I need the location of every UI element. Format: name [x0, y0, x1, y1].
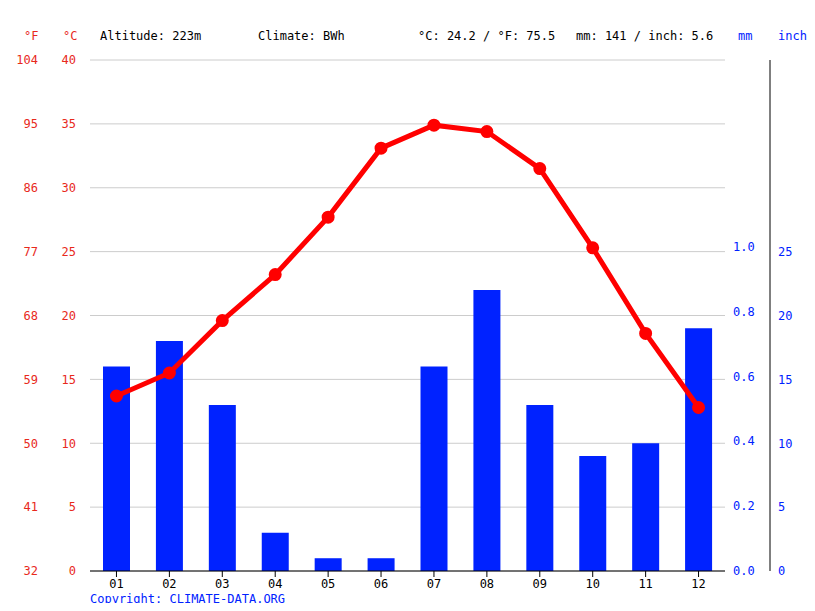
- svg-text:0: 0: [69, 564, 76, 578]
- svg-text:86: 86: [24, 181, 38, 195]
- svg-text:32: 32: [24, 564, 38, 578]
- svg-text:03: 03: [215, 577, 229, 591]
- svg-text:08: 08: [480, 577, 494, 591]
- svg-text:10: 10: [778, 437, 792, 451]
- svg-text:15: 15: [62, 373, 76, 387]
- html-text:inch: inch: [778, 29, 807, 43]
- svg-text:104: 104: [16, 53, 38, 67]
- svg-text:40: 40: [62, 53, 76, 67]
- svg-text:35: 35: [62, 117, 76, 131]
- html-text:°C: °C: [63, 29, 78, 43]
- svg-text:0.8: 0.8: [733, 305, 755, 319]
- svg-text:5: 5: [69, 500, 76, 514]
- html-text:°F: °F: [24, 29, 39, 43]
- html-text:mm: 141 / inch: 5.6: mm: 141 / inch: 5.6: [576, 29, 714, 43]
- svg-text:30: 30: [62, 181, 76, 195]
- html-text:Altitude: 223m: Altitude: 223m: [100, 29, 202, 43]
- svg-text:0.6: 0.6: [733, 370, 755, 384]
- svg-text:1.0: 1.0: [733, 240, 755, 254]
- svg-text:10: 10: [585, 577, 599, 591]
- svg-text:09: 09: [533, 577, 547, 591]
- svg-text:77: 77: [24, 245, 38, 259]
- svg-text:01: 01: [109, 577, 123, 591]
- html-text:mm: mm: [738, 29, 753, 43]
- html-text:Climate: BWh: Climate: BWh: [258, 29, 345, 43]
- svg-text:10: 10: [62, 437, 76, 451]
- html-text:Copyright: CLIMATE-DATA.ORG: Copyright: CLIMATE-DATA.ORG: [90, 592, 286, 606]
- svg-text:50: 50: [24, 437, 38, 451]
- svg-text:0.2: 0.2: [733, 499, 755, 513]
- svg-text:5: 5: [778, 500, 785, 514]
- svg-text:41: 41: [24, 500, 38, 514]
- svg-text:68: 68: [24, 309, 38, 323]
- svg-text:02: 02: [162, 577, 176, 591]
- svg-text:25: 25: [62, 245, 76, 259]
- svg-text:59: 59: [24, 373, 38, 387]
- svg-text:25: 25: [778, 245, 792, 259]
- svg-text:0.0: 0.0: [733, 564, 755, 578]
- svg-text:07: 07: [427, 577, 441, 591]
- svg-text:05: 05: [321, 577, 335, 591]
- svg-text:20: 20: [62, 309, 76, 323]
- svg-text:0: 0: [778, 564, 785, 578]
- svg-text:06: 06: [374, 577, 388, 591]
- svg-text:11: 11: [638, 577, 652, 591]
- svg-text:15: 15: [778, 373, 792, 387]
- svg-text:0.4: 0.4: [733, 434, 755, 448]
- svg-text:12: 12: [691, 577, 705, 591]
- svg-text:95: 95: [24, 117, 38, 131]
- svg-text:20: 20: [778, 309, 792, 323]
- svg-text:04: 04: [268, 577, 282, 591]
- html-text:°C: 24.2 / °F: 75.5: °C: 24.2 / °F: 75.5: [418, 29, 556, 43]
